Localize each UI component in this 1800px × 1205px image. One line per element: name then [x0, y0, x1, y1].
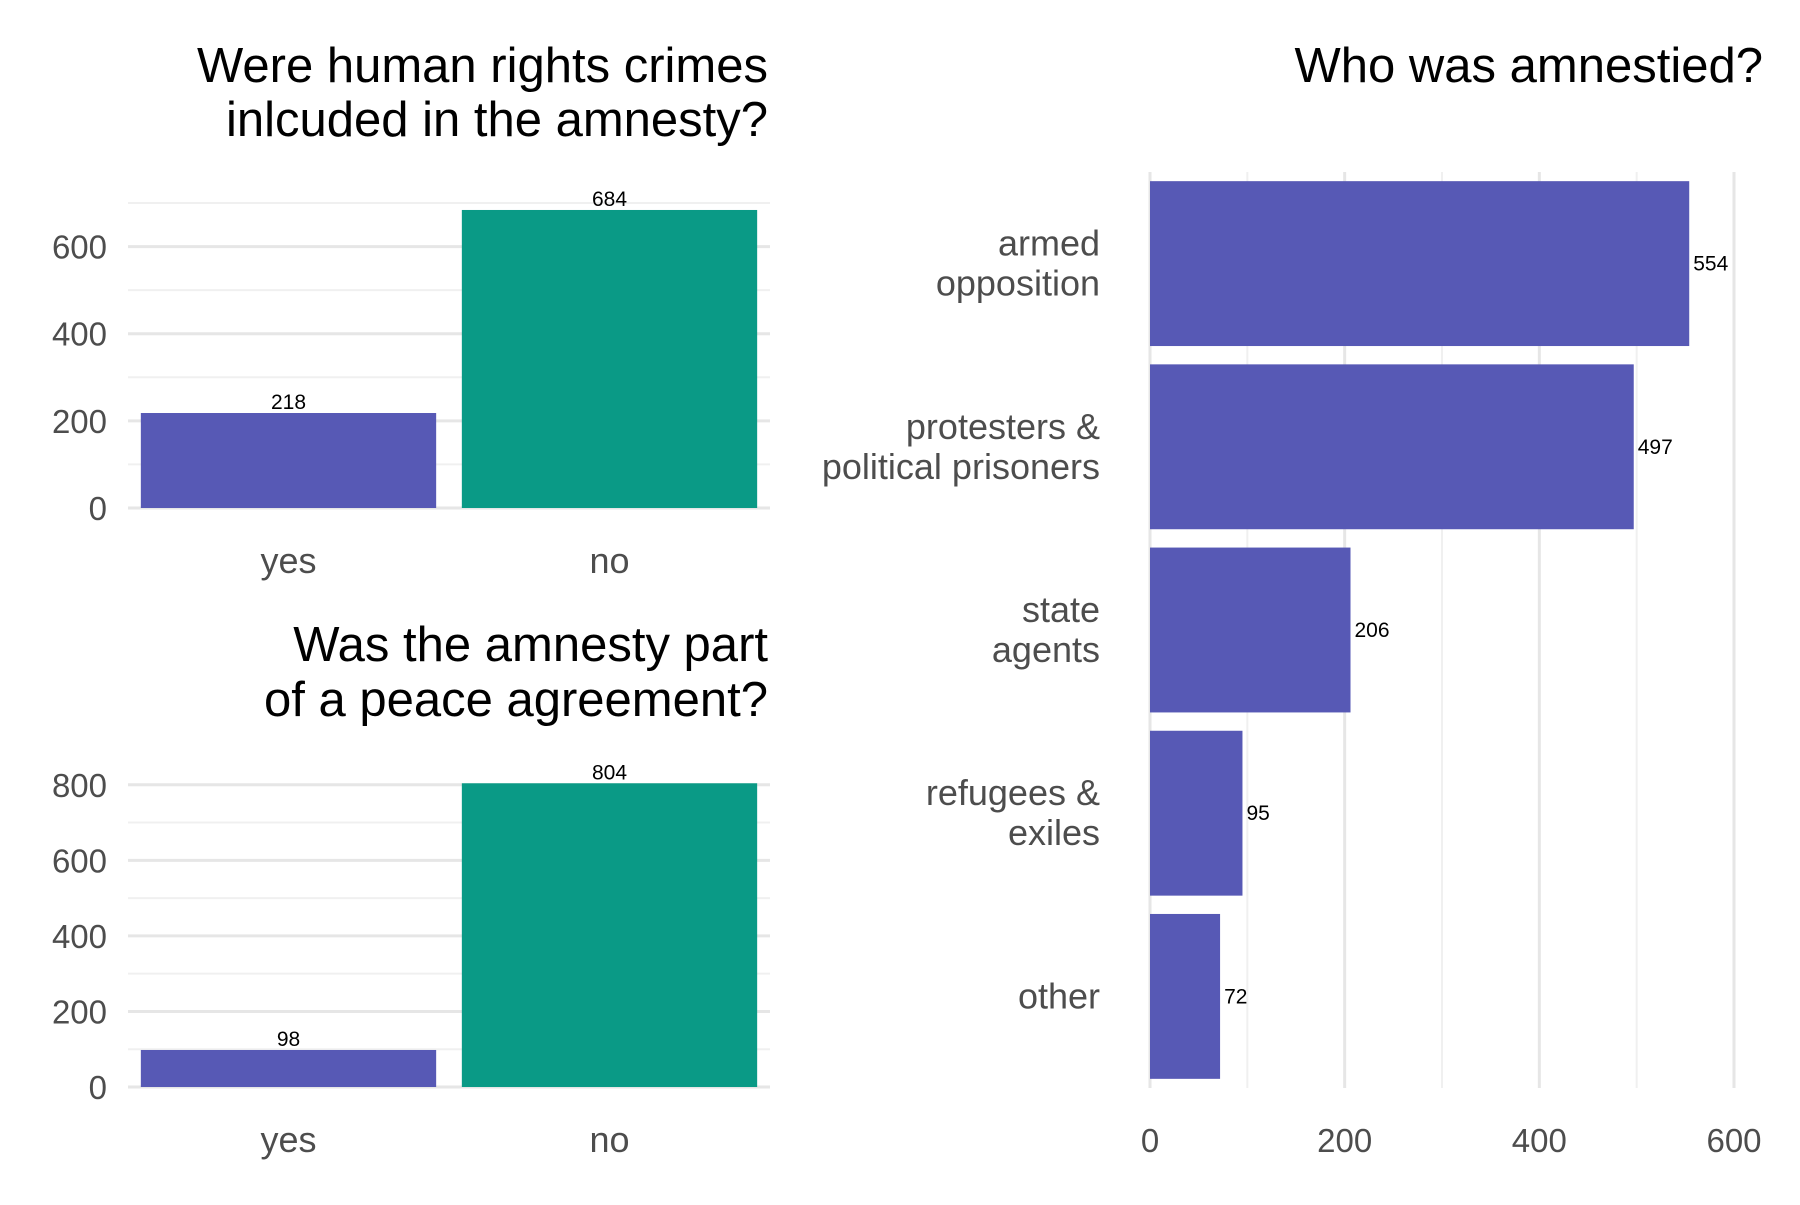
chart1-y-tick-label: 400: [52, 316, 107, 353]
chart2-bar-no[interactable]: [461, 783, 758, 1087]
chart2-y-tick-label: 600: [52, 842, 107, 879]
chart2-bar-yes[interactable]: [140, 1049, 437, 1087]
chart3-bar-armed-opposition[interactable]: [1150, 181, 1690, 347]
chart3-y-tick-label: opposition: [936, 263, 1100, 304]
chart1-bar-no[interactable]: [461, 209, 758, 508]
chart1-x-tick-label: no: [589, 540, 629, 581]
chart3-bar-refugees-exiles[interactable]: [1150, 730, 1243, 896]
chart3-bar-other[interactable]: [1150, 913, 1221, 1079]
chart2-y-tick-label: 200: [52, 993, 107, 1030]
chart2-x-tick-label: yes: [260, 1119, 316, 1160]
chart1-bar-yes[interactable]: [140, 413, 437, 508]
chart2-title: Was the amnesty part: [293, 618, 768, 672]
chart2-y-tick-label: 400: [52, 918, 107, 955]
chart3-x-tick-label: 0: [1141, 1122, 1159, 1159]
chart3-bar-state-agents[interactable]: [1150, 547, 1351, 713]
chart1-title: inlcuded in the amnesty?: [226, 93, 768, 147]
chart3-data-label: 206: [1355, 619, 1390, 642]
chart3-y-tick-label: protesters &: [906, 406, 1100, 447]
chart3-x-tick-label: 400: [1512, 1122, 1567, 1159]
chart2-data-label: 804: [592, 761, 627, 784]
chart2-x-tick-label: no: [589, 1119, 629, 1160]
chart1-y-tick-label: 200: [52, 403, 107, 440]
chart1-y-tick-label: 0: [89, 490, 107, 527]
chart1-x-tick-label: yes: [260, 540, 316, 581]
chart3-y-tick-label: state: [1022, 589, 1100, 630]
chart3-y-tick-label: refugees &: [926, 772, 1100, 813]
chart3-bar-protesters-political-prisoners[interactable]: [1150, 364, 1634, 530]
chart3-y-tick-label: political prisoners: [822, 446, 1100, 487]
chart2-title: of a peace agreement?: [264, 673, 768, 727]
chart1-y-tick-label: 600: [52, 229, 107, 266]
chart1-data-label: 684: [592, 188, 627, 211]
chart2-y-tick-label: 800: [52, 767, 107, 804]
chart3-data-label: 554: [1693, 253, 1728, 276]
chart3-y-tick-label: exiles: [1008, 812, 1100, 853]
chart3-data-label: 497: [1638, 436, 1673, 459]
chart2-y-tick-label: 0: [89, 1069, 107, 1106]
chart3-data-label: 72: [1224, 985, 1247, 1008]
chart1-title: Were human rights crimes: [197, 39, 768, 93]
chart3-x-tick-label: 200: [1317, 1122, 1372, 1159]
chart2-data-label: 98: [277, 1028, 300, 1051]
chart3-title: Who was amnestied?: [1295, 39, 1763, 93]
chart3-y-tick-label: armed: [998, 223, 1100, 264]
chart3-y-tick-label: agents: [992, 629, 1100, 670]
chart3-x-tick-label: 600: [1706, 1122, 1761, 1159]
chart3-y-tick-label: other: [1018, 975, 1100, 1016]
chart1-data-label: 218: [271, 391, 306, 414]
chart3-data-label: 95: [1246, 802, 1269, 825]
